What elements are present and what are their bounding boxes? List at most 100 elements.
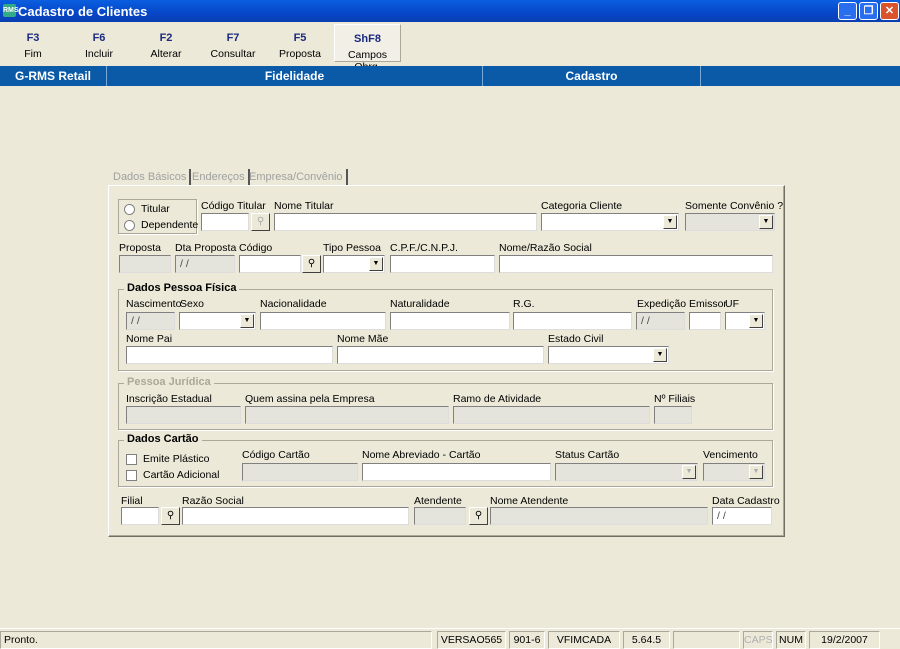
consultar-button[interactable]: F7 Consultar: [200, 28, 266, 62]
codigo-titular-label: Código Titular: [201, 200, 266, 212]
razao-social-input[interactable]: [182, 507, 409, 525]
nacionalidade-input[interactable]: [260, 312, 386, 330]
codigo-input[interactable]: [239, 255, 301, 273]
search-binoculars-icon[interactable]: ⚲: [302, 255, 321, 273]
nome-titular-label: Nome Titular: [274, 200, 334, 212]
estado-civil-select[interactable]: ▼: [548, 346, 669, 364]
radio-titular[interactable]: Titular: [124, 203, 170, 215]
emite-plastico-checkbox[interactable]: Emite Plástico: [126, 453, 210, 465]
radio-dependente[interactable]: Dependente: [124, 219, 198, 231]
button-label: Proposta: [278, 48, 322, 60]
group-title: Dados Cartão: [124, 433, 202, 445]
emissor-input[interactable]: [689, 312, 721, 330]
key-label: F5: [293, 32, 307, 44]
tab-empresa-convenio[interactable]: Empresa/Convênio: [246, 169, 348, 185]
alterar-button[interactable]: F2 Alterar: [133, 28, 199, 62]
key-label: F7: [226, 32, 240, 44]
uf-select[interactable]: ▼: [725, 312, 765, 330]
status-build: 5.64.5: [623, 631, 670, 649]
rg-label: R.G.: [513, 298, 535, 310]
data-cadastro-label: Data Cadastro: [712, 495, 780, 507]
data-cadastro-input[interactable]: / /: [712, 507, 772, 525]
tipo-pessoa-select[interactable]: ▼: [323, 255, 385, 273]
emissor-label: Emissor: [689, 298, 727, 310]
minimize-button[interactable]: _: [838, 2, 857, 20]
group-title: Dados Pessoa Física: [124, 282, 240, 294]
expedicao-input: / /: [636, 312, 685, 330]
status-caps: CAPS: [743, 631, 773, 649]
uf-label: UF: [725, 298, 739, 310]
pessoa-juridica-group: Pessoa Jurídica: [118, 376, 773, 430]
search-binoculars-icon[interactable]: ⚲: [161, 507, 180, 525]
nome-razao-input[interactable]: [499, 255, 773, 273]
tab-enderecos[interactable]: Endereços: [189, 169, 250, 185]
estado-civil-label: Estado Civil: [548, 333, 604, 345]
module-name: Fidelidade: [107, 66, 483, 86]
dados-pessoa-fisica-group: Dados Pessoa Física: [118, 282, 773, 371]
status-num: NUM: [776, 631, 806, 649]
key-label: F3: [26, 32, 40, 44]
checkbox-icon: [126, 453, 137, 465]
tab-dados-basicos[interactable]: Dados Básicos: [110, 169, 192, 185]
status-empty: [673, 631, 740, 649]
status-program: VFIMCADA: [548, 631, 620, 649]
status-cartao-label: Status Cartão: [555, 449, 620, 461]
ramo-atividade-input: [453, 406, 650, 424]
chevron-down-icon: ▼: [682, 465, 696, 479]
search-binoculars-icon[interactable]: ⚲: [469, 507, 488, 525]
nome-razao-label: Nome/Razão Social: [499, 242, 592, 254]
cartao-adicional-checkbox[interactable]: Cartão Adicional: [126, 469, 219, 481]
chevron-down-icon: ▼: [749, 465, 763, 479]
naturalidade-label: Naturalidade: [390, 298, 450, 310]
proposta-input: [119, 255, 171, 273]
quem-assina-input: [245, 406, 449, 424]
categoria-cliente-select[interactable]: ▼: [541, 213, 679, 231]
nome-titular-input[interactable]: [274, 213, 537, 231]
module-header: G-RMS Retail Fidelidade Cadastro: [0, 66, 900, 86]
vencimento-select: ▼: [703, 463, 765, 481]
window-title: Cadastro de Clientes: [18, 4, 148, 19]
button-label: Consultar: [210, 48, 256, 60]
app-logo-icon: RMS: [3, 4, 19, 17]
chevron-down-icon: ▼: [663, 215, 677, 229]
proposta-button[interactable]: F5 Proposta: [267, 28, 333, 62]
codigo-label: Código: [239, 242, 273, 254]
chevron-down-icon: ▼: [759, 215, 773, 229]
incluir-button[interactable]: F6 Incluir: [66, 28, 132, 62]
nome-mae-input[interactable]: [337, 346, 544, 364]
nome-abreviado-input[interactable]: [362, 463, 551, 481]
nome-mae-label: Nome Mãe: [337, 333, 389, 345]
dta-proposta-input: / /: [175, 255, 235, 273]
razao-social-label: Razão Social: [182, 495, 244, 507]
nome-pai-input[interactable]: [126, 346, 333, 364]
button-label: Fim: [24, 48, 42, 60]
proposta-label: Proposta: [119, 242, 162, 254]
tab-panel: [108, 185, 785, 537]
tipo-pessoa-label: Tipo Pessoa: [323, 242, 381, 254]
button-label: Incluir: [84, 48, 113, 60]
maximize-button[interactable]: ❐: [859, 2, 878, 20]
nascimento-input: / /: [126, 312, 175, 330]
codigo-cartao-input: [242, 463, 358, 481]
dados-cartao-group: Dados Cartão: [118, 433, 773, 487]
close-button[interactable]: ✕: [880, 2, 899, 20]
rg-input[interactable]: [513, 312, 632, 330]
codigo-titular-input[interactable]: [201, 213, 249, 231]
nome-atendente-input: [490, 507, 708, 525]
nacionalidade-label: Nacionalidade: [260, 298, 327, 310]
somente-convenio-select[interactable]: ▼: [685, 213, 775, 231]
dta-proposta-label: Dta Proposta: [175, 242, 237, 254]
sexo-select[interactable]: ▼: [179, 312, 256, 330]
fim-button[interactable]: F3 Fim: [0, 28, 66, 62]
filial-input[interactable]: [121, 507, 159, 525]
somente-convenio-label: Somente Convênio ?: [685, 200, 784, 212]
categoria-cliente-label: Categoria Cliente: [541, 200, 623, 212]
search-binoculars-icon[interactable]: ⚲: [251, 213, 270, 231]
tipo-cliente-radio-group: [118, 199, 197, 234]
button-label: Alterar: [150, 48, 182, 60]
chevron-down-icon: ▼: [369, 257, 383, 271]
chevron-down-icon: ▼: [749, 314, 763, 328]
cpf-cnpj-input[interactable]: [390, 255, 495, 273]
naturalidade-input[interactable]: [390, 312, 510, 330]
